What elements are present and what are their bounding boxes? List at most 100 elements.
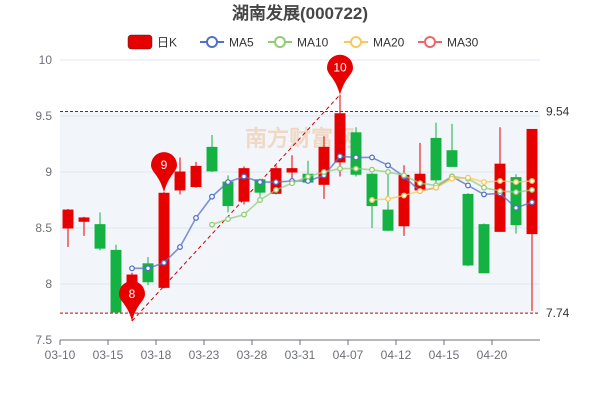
y-tick-label: 10: [39, 53, 53, 67]
ma-point: [257, 179, 263, 186]
candle: [206, 135, 218, 172]
ma-point: [177, 244, 183, 250]
candle: [478, 223, 490, 274]
chart-title: 湖南发展(000722): [232, 3, 368, 23]
ma-point: [497, 178, 503, 184]
candle-body: [206, 146, 218, 172]
legend-item-ma20[interactable]: MA20: [344, 36, 405, 50]
ma-point: [161, 259, 167, 266]
legend-item-ma5[interactable]: MA5: [200, 36, 254, 50]
candle: [382, 174, 394, 232]
candle: [334, 94, 346, 177]
legend-swatch-dot: [350, 36, 362, 48]
legend-item-ma30[interactable]: MA30: [418, 36, 479, 50]
ma-point: [209, 221, 215, 228]
ma-point: [465, 182, 471, 189]
legend-label: MA20: [373, 36, 405, 50]
candle-body: [78, 217, 90, 222]
candle-body: [398, 174, 410, 227]
mark-pin: 8: [119, 280, 145, 321]
candle-body: [318, 146, 330, 185]
candle: [94, 212, 106, 251]
candle-body: [430, 137, 442, 181]
ma-point: [401, 192, 407, 199]
candle: [62, 208, 74, 248]
ma-point: [241, 211, 247, 218]
ma-point: [513, 179, 519, 186]
ma-point: [305, 173, 311, 180]
candle-body: [94, 224, 106, 249]
ma-point: [385, 195, 391, 202]
candle-body: [142, 263, 154, 283]
ma-point: [353, 154, 359, 161]
candle-body: [350, 132, 362, 175]
ma-point: [529, 178, 535, 184]
ma-point: [273, 186, 279, 193]
x-tick-label: 03-23: [189, 348, 220, 362]
legend-item-日k[interactable]: 日K: [127, 34, 177, 50]
x-tick-label: 04-07: [333, 348, 364, 362]
candle: [190, 161, 202, 188]
pin-label: 9: [161, 158, 168, 172]
x-tick-label: 04-12: [381, 348, 412, 362]
mark-pins: 8 9 10: [119, 54, 353, 321]
legend-item-ma10[interactable]: MA10: [268, 36, 329, 50]
y-tick-label: 9: [45, 165, 52, 179]
legend: 日K MA5 MA10 MA20 MA30: [127, 34, 479, 50]
ma-point: [273, 179, 279, 186]
x-axis: 03-10 03-15 03-18 03-23 03-28 03-31 04-07 04-12…: [45, 339, 540, 362]
candle-body: [366, 173, 378, 207]
candle-body: [110, 249, 122, 313]
ma-point: [513, 204, 519, 211]
band-area: [60, 111, 540, 314]
candle-body: [334, 113, 346, 163]
ma-point: [369, 166, 375, 173]
y-axis: 7.5 8 8.5 9 9.5 10: [35, 53, 52, 347]
pin-balloon: [151, 152, 177, 193]
legend-swatch-dot: [206, 36, 218, 48]
ma-point: [433, 184, 439, 191]
candle-body: [238, 168, 250, 202]
ma-point: [369, 197, 375, 203]
ma-point: [513, 189, 519, 196]
mark-line-label: 7.74: [546, 306, 570, 320]
pin-balloon: [327, 54, 353, 95]
legend-label: MA5: [229, 36, 254, 50]
y-tick-label: 9.5: [35, 109, 52, 123]
x-tick-label: 03-10: [45, 348, 76, 362]
ma-point: [225, 216, 231, 222]
mark-pin: 10: [327, 54, 353, 95]
candle-body: [190, 165, 202, 188]
x-tick-label: 03-15: [93, 348, 124, 362]
x-tick-label: 04-15: [429, 348, 460, 362]
candle-body: [462, 193, 474, 266]
ma-point: [193, 214, 199, 221]
ma-line: [132, 155, 533, 270]
ma-point: [337, 153, 343, 160]
candle-body: [382, 209, 394, 231]
price-band: [60, 111, 540, 314]
candle: [446, 123, 458, 167]
ma-point: [417, 180, 423, 187]
candle-body: [478, 224, 490, 274]
legend-label: MA30: [447, 36, 479, 50]
candle: [174, 157, 186, 195]
candle: [318, 136, 330, 199]
ma-point: [321, 169, 327, 175]
ma-point: [497, 188, 503, 194]
ma-point: [529, 186, 535, 193]
legend-label: MA10: [297, 36, 329, 50]
mark-line-label: 9.54: [546, 105, 570, 119]
candle-body: [286, 168, 298, 173]
ma-point: [209, 193, 215, 200]
x-tick-label: 03-28: [237, 348, 268, 362]
y-tick-label: 8.5: [35, 221, 52, 235]
ma-point: [385, 162, 391, 169]
ma-point: [241, 173, 247, 180]
ma-point: [417, 188, 423, 194]
ma-point: [465, 174, 471, 181]
ma-point: [129, 265, 135, 272]
x-tick-label: 04-20: [477, 348, 508, 362]
candle-body: [62, 209, 74, 229]
